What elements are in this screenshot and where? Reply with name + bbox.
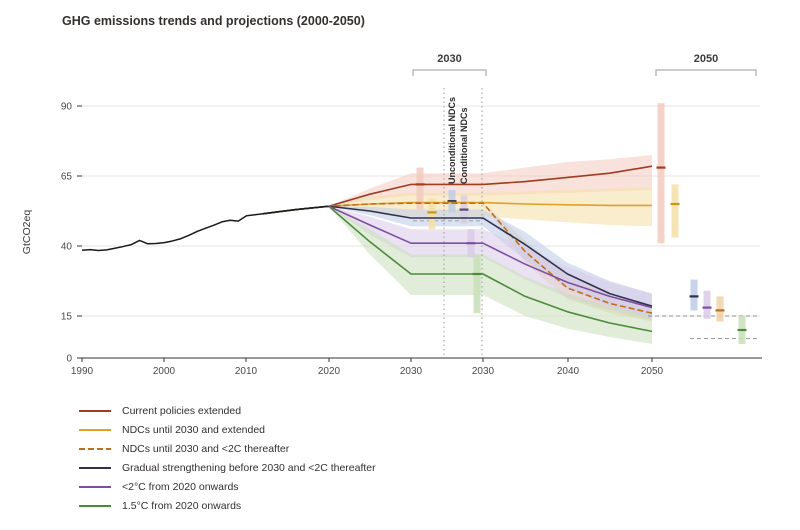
range-bar: [703, 290, 711, 319]
x-tick-label: 2050: [641, 366, 664, 377]
range-bar: [416, 167, 424, 210]
legend-item: NDCs until 2030 and extended: [78, 423, 376, 437]
y-axis-label: GtCO2eq: [21, 210, 33, 255]
legend-item: <2°C from 2020 onwards: [78, 480, 376, 494]
legend-label: NDCs until 2030 and extended: [122, 424, 266, 436]
x-tick-label: 2020: [318, 366, 341, 377]
legend-swatch-line: [79, 467, 111, 469]
series-band: [262, 206, 652, 344]
x-tick-label: 2000: [153, 366, 176, 377]
historical-line: [81, 205, 329, 252]
y-tick-label: 65: [61, 172, 73, 183]
legend-swatch-line: [79, 448, 111, 450]
x-tick-label: 2040: [557, 366, 580, 377]
ndc-rotated-label: Conditional NDCs: [459, 108, 469, 185]
range-bar: [671, 184, 679, 238]
chart-legend: Current policies extended NDCs until 2030…: [78, 404, 376, 513]
year-bracket-label: 2050: [694, 53, 718, 65]
legend-item: Gradual strengthening before 2030 and <2…: [78, 461, 376, 475]
legend-label: 1.5°C from 2020 onwards: [122, 500, 242, 512]
x-tick-label: 2030: [472, 366, 495, 377]
range-bar: [473, 254, 481, 314]
legend-swatch-line: [79, 505, 111, 507]
ndc-rotated-label: Unconditional NDCs: [447, 97, 457, 184]
chart-title: GHG emissions trends and projections (20…: [62, 14, 365, 28]
legend-label: Gradual strengthening before 2030 and <2…: [122, 462, 376, 474]
series-band: [262, 187, 652, 227]
legend-swatch-line: [79, 486, 111, 488]
legend-item: 1.5°C from 2020 onwards: [78, 499, 376, 513]
y-tick-label: 0: [66, 354, 72, 365]
range-bar: [428, 198, 436, 230]
x-tick-label: 2030: [400, 366, 423, 377]
range-bar: [716, 296, 724, 322]
emissions-chart: 1990 2000 2010 2020 2030 2030 2040 2050 0 15 40 65 9…: [21, 53, 762, 377]
legend-label: Current policies extended: [122, 405, 242, 417]
legend-swatch-line: [79, 410, 111, 412]
y-tick-label: 15: [61, 312, 73, 323]
range-bar: [690, 279, 698, 311]
year-bracket-label: 2030: [437, 53, 461, 65]
range-bar: [657, 103, 665, 244]
x-tick-label: 2010: [235, 366, 258, 377]
legend-item: Current policies extended: [78, 404, 376, 418]
legend-label: <2°C from 2020 onwards: [122, 481, 239, 493]
y-tick-label: 40: [61, 242, 73, 253]
year-bracket: [655, 69, 757, 76]
legend-swatch-line: [79, 429, 111, 431]
legend-item: NDCs until 2030 and <2C thereafter: [78, 442, 376, 456]
x-tick-label: 1990: [71, 366, 94, 377]
legend-label: NDCs until 2030 and <2C thereafter: [122, 443, 290, 455]
year-bracket: [412, 69, 487, 76]
y-tick-label: 90: [61, 102, 73, 113]
